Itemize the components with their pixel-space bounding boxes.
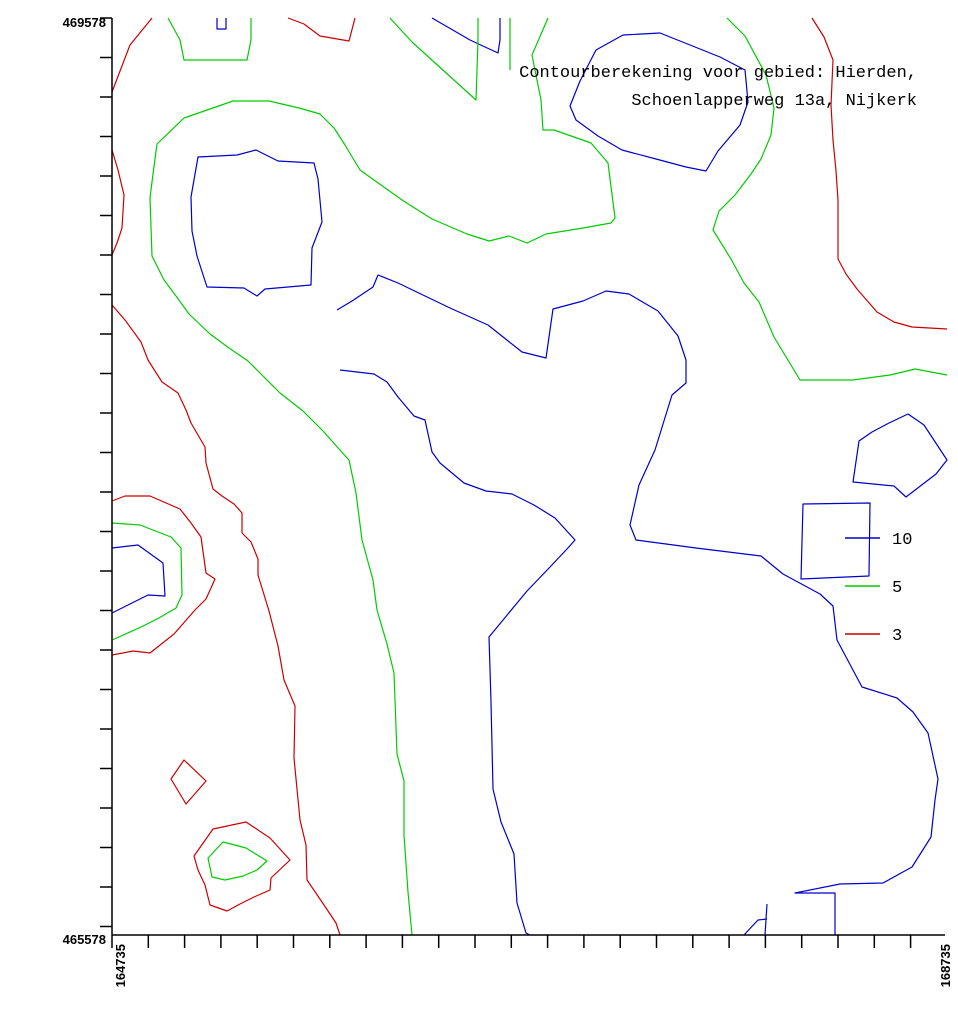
- contour-line-level-10-0: [216, 18, 227, 30]
- contour-line-level-10-1: [431, 17, 501, 54]
- contour-line-level-3-5: [111, 495, 216, 656]
- contour-line-level-3-1: [287, 17, 356, 42]
- y-tick-label-top: 469578: [63, 15, 106, 30]
- legend: 10 5 3: [845, 531, 912, 646]
- contour-line-level-10-6: [743, 918, 768, 936]
- axes: [100, 17, 945, 948]
- y-tick-label-bottom: 465578: [63, 932, 106, 947]
- contour-line-level-3-0: [111, 17, 153, 93]
- contour-line-level-10-4: [336, 274, 939, 935]
- contour-line-level-5-0: [167, 17, 252, 61]
- contour-line-level-3-2: [811, 17, 948, 330]
- contour-line-level-10-2: [569, 32, 749, 172]
- legend-label-5: 5: [892, 579, 902, 598]
- contour-line-level-5-3: [149, 17, 616, 936]
- contour-line-level-3-3: [111, 149, 125, 256]
- contour-line-level-5-4: [712, 17, 948, 381]
- contour-line-level-10-10: [111, 544, 166, 614]
- y-ticks: [100, 17, 112, 928]
- x-tick-label-right: 168735: [938, 944, 953, 987]
- chart-title-line-1: Contourberekening voor gebied: Hierden,: [519, 64, 917, 83]
- x-ticks: [111, 935, 912, 948]
- contour-line-level-3-6: [170, 759, 207, 805]
- contour-line-level-10-8: [852, 413, 948, 498]
- contour-line-level-10-7: [764, 903, 768, 936]
- contour-line-level-3-4: [111, 304, 341, 936]
- contour-line-level-5-1: [389, 17, 479, 101]
- contour-lines: [111, 17, 948, 936]
- contour-line-level-3-7: [193, 821, 291, 912]
- legend-label-10: 10: [892, 531, 912, 550]
- contour-line-level-5-5: [111, 522, 183, 641]
- legend-label-3: 3: [892, 627, 902, 646]
- chart-title-line-2: Schoenlapperweg 13a, Nijkerk: [631, 92, 917, 111]
- x-tick-label-left: 164735: [113, 944, 128, 987]
- contour-line-level-10-5: [339, 369, 576, 936]
- contour-line-level-5-6: [207, 841, 268, 881]
- contour-line-level-10-3: [190, 149, 323, 297]
- contour-line-level-10-9: [800, 502, 871, 580]
